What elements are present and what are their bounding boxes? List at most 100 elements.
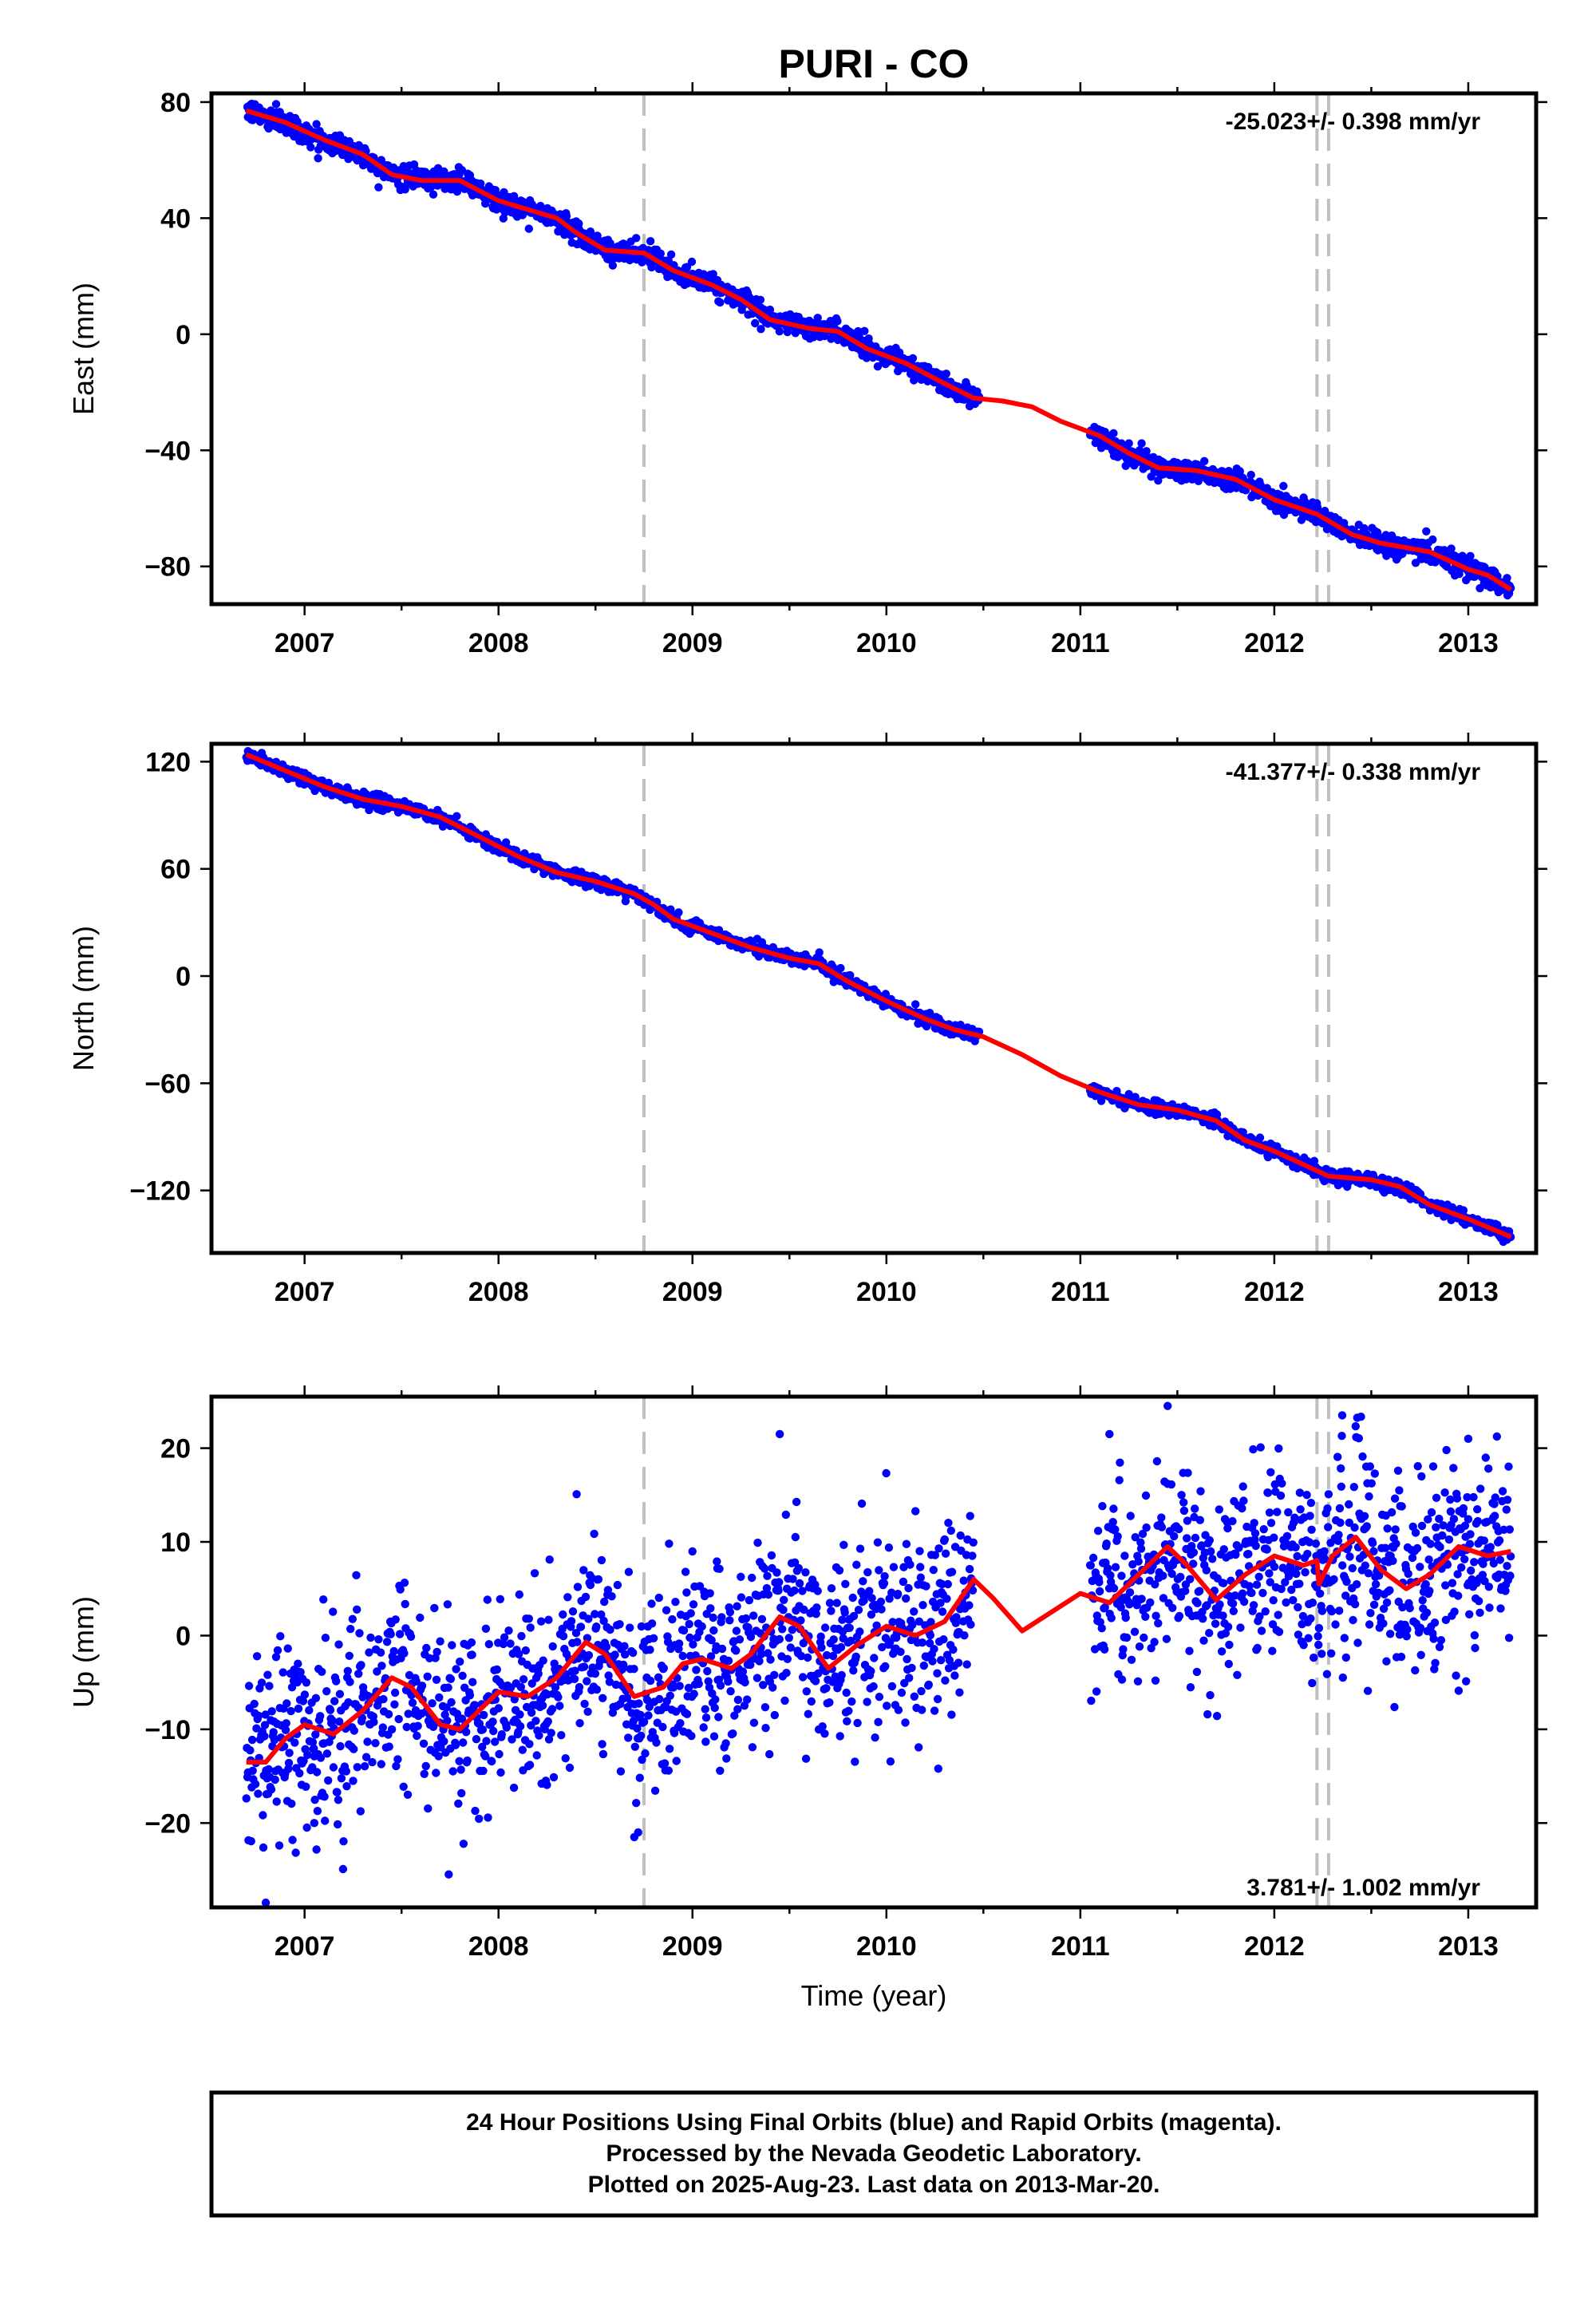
up-point: [579, 1566, 588, 1575]
up-point: [635, 1773, 644, 1782]
up-point: [345, 1651, 354, 1660]
up-point: [717, 1613, 726, 1622]
up-point: [478, 1742, 487, 1752]
up-point: [463, 1756, 472, 1765]
east-point: [709, 270, 717, 279]
up-point: [668, 1614, 677, 1624]
east-y-axis-title: East (mm): [67, 283, 100, 415]
up-point: [559, 1610, 567, 1619]
up-point: [607, 1592, 616, 1601]
up-point: [616, 1767, 626, 1776]
up-point: [346, 1624, 355, 1634]
up-point: [743, 1695, 752, 1704]
up-point: [502, 1723, 511, 1732]
up-point: [666, 1691, 674, 1700]
up-point: [717, 1644, 727, 1654]
up-points: [242, 1401, 1515, 1907]
up-point: [389, 1646, 398, 1656]
up-point: [279, 1668, 287, 1677]
up-point: [638, 1755, 646, 1765]
up-point: [516, 1721, 525, 1731]
up-point: [514, 1650, 523, 1658]
up-point: [366, 1633, 375, 1642]
up-point: [753, 1538, 762, 1547]
up-point: [321, 1816, 330, 1825]
north-y-tick-label: 60: [160, 855, 191, 885]
up-point: [494, 1704, 503, 1713]
up-point: [259, 1843, 268, 1852]
up-point: [385, 1742, 393, 1751]
north-y-tick-label: 120: [145, 747, 191, 777]
east-point: [1109, 429, 1118, 438]
up-point: [285, 1749, 294, 1757]
up-point: [725, 1607, 735, 1617]
up-point: [357, 1661, 365, 1670]
up-point: [778, 1625, 787, 1634]
up-point: [689, 1690, 698, 1698]
up-point: [402, 1722, 411, 1732]
up-point: [575, 1719, 584, 1728]
up-point: [350, 1726, 358, 1735]
up-point: [573, 1583, 583, 1591]
north-x-tick-label: 2007: [275, 1277, 335, 1307]
up-point: [368, 1757, 377, 1767]
up-point: [646, 1646, 654, 1654]
up-point: [602, 1642, 611, 1651]
east-x-tick-label: 2010: [856, 628, 917, 658]
up-point: [724, 1677, 733, 1686]
east-point: [873, 362, 883, 371]
up-point: [399, 1782, 408, 1791]
up-point: [342, 1767, 350, 1776]
up-point: [260, 1721, 270, 1729]
east-y-tick-label: 80: [160, 88, 191, 118]
up-point: [484, 1813, 492, 1822]
up-point: [678, 1651, 687, 1661]
up-point: [760, 1703, 770, 1712]
east-y-tick-label: −40: [144, 436, 191, 466]
up-point: [692, 1666, 701, 1674]
up-point: [506, 1639, 515, 1648]
up-point: [594, 1575, 603, 1584]
up-point: [646, 1676, 655, 1686]
up-point: [334, 1820, 342, 1829]
up-point: [745, 1595, 754, 1605]
up-point: [654, 1673, 663, 1682]
up-point: [428, 1699, 437, 1708]
up-point: [741, 1614, 751, 1623]
up-point: [649, 1634, 658, 1642]
up-point: [526, 1623, 535, 1632]
up-point: [605, 1678, 614, 1686]
up-point: [581, 1592, 591, 1602]
east-y-tick-label: −80: [144, 552, 191, 583]
up-point: [335, 1690, 345, 1698]
up-point: [543, 1780, 551, 1789]
north-y-tick-label: −120: [129, 1176, 191, 1207]
up-point: [333, 1788, 342, 1796]
east-x-tick-label: 2012: [1244, 628, 1305, 658]
up-point: [346, 1678, 354, 1686]
up-point: [338, 1864, 348, 1874]
up-point: [408, 1698, 417, 1707]
up-point: [737, 1593, 746, 1602]
up-point: [766, 1655, 775, 1664]
up-point: [350, 1745, 358, 1753]
up-point: [781, 1510, 790, 1520]
north-point: [1255, 1133, 1265, 1142]
up-point: [352, 1571, 361, 1580]
east-point: [608, 261, 618, 270]
north-point: [501, 838, 511, 847]
up-point: [644, 1711, 653, 1720]
east-point: [1279, 481, 1288, 491]
north-y-axis-title: North (mm): [67, 926, 100, 1071]
up-point: [547, 1729, 555, 1737]
east-point: [1154, 476, 1163, 485]
up-point: [547, 1705, 557, 1713]
up-point: [413, 1721, 422, 1730]
up-point: [748, 1743, 757, 1752]
up-point: [316, 1753, 326, 1762]
up-point: [404, 1709, 413, 1718]
up-point: [275, 1841, 284, 1850]
up-point: [735, 1635, 745, 1644]
up-point: [584, 1614, 593, 1623]
